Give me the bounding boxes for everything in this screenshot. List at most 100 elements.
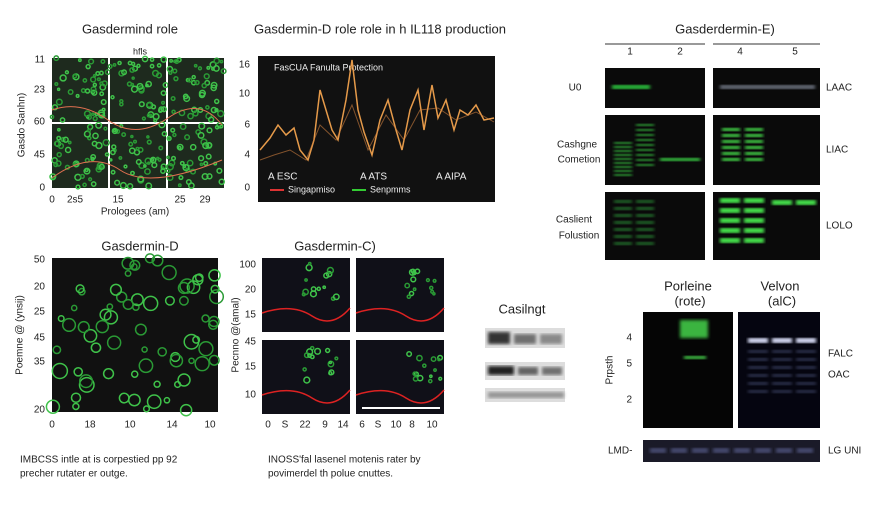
cell <box>197 131 205 139</box>
cell <box>146 139 152 145</box>
cell <box>45 399 61 414</box>
band <box>636 214 654 217</box>
cell <box>307 353 313 358</box>
band <box>744 218 764 223</box>
cell <box>206 127 213 134</box>
band <box>772 390 792 393</box>
cell <box>111 127 119 135</box>
cell <box>61 317 77 333</box>
tick-label: 45 <box>245 337 257 348</box>
tick-label: Folustion <box>559 231 600 242</box>
header: (alC) <box>768 293 796 308</box>
tick-label: 11 <box>35 55 46 66</box>
tick-label: 10 <box>204 420 216 431</box>
cell <box>49 173 57 181</box>
cell <box>135 158 142 166</box>
cell <box>207 319 219 330</box>
caption: precher rutater er outge. <box>20 469 128 480</box>
band <box>745 152 763 155</box>
cell <box>437 357 441 362</box>
cell <box>160 100 166 105</box>
band <box>614 214 632 217</box>
band <box>720 85 815 89</box>
band <box>488 366 514 375</box>
cell <box>187 77 193 83</box>
band <box>542 367 562 375</box>
cell <box>412 375 419 382</box>
cell <box>208 315 220 328</box>
cell <box>322 285 327 290</box>
band <box>744 198 764 203</box>
band <box>612 85 650 89</box>
tick-label: 15 <box>245 310 257 321</box>
band <box>744 228 764 233</box>
cell <box>78 376 95 393</box>
cell <box>406 294 412 300</box>
cell <box>96 77 101 82</box>
cell <box>201 314 210 323</box>
cell <box>214 124 220 130</box>
cell <box>189 143 197 151</box>
cell <box>197 155 205 162</box>
tick-label: 14 <box>166 420 178 431</box>
cell <box>89 76 97 83</box>
cell <box>70 304 78 312</box>
tick-label: 2s5 <box>67 195 84 206</box>
cell <box>214 107 219 113</box>
cell <box>169 58 174 63</box>
cell <box>428 374 433 379</box>
cell <box>217 110 225 118</box>
cell <box>83 328 98 343</box>
cell <box>67 89 74 96</box>
cell <box>142 405 151 413</box>
cell <box>91 89 98 96</box>
cell <box>201 172 209 181</box>
cell <box>136 63 141 68</box>
cell <box>135 146 140 151</box>
cell <box>144 253 156 264</box>
row-label: LG UNI <box>828 446 861 457</box>
tick-label: S <box>375 420 382 431</box>
band <box>614 162 632 164</box>
cell <box>212 64 220 72</box>
cell <box>198 91 206 99</box>
cell <box>146 135 150 139</box>
cell <box>67 140 72 145</box>
cell <box>408 268 416 276</box>
cell <box>124 269 132 277</box>
cell <box>219 124 224 129</box>
tick-label: 25 <box>174 195 186 206</box>
cell <box>141 55 149 63</box>
tick-label: 18 <box>84 420 96 431</box>
cell <box>90 112 95 117</box>
trace <box>51 159 223 179</box>
y-label: Prpsth <box>605 356 616 385</box>
cell <box>151 69 160 77</box>
tick-label: 14 <box>337 420 349 431</box>
cell <box>95 121 103 129</box>
tick-label: 23 <box>34 85 46 96</box>
band <box>614 235 632 238</box>
cell <box>183 95 191 103</box>
cell <box>143 164 147 168</box>
cell <box>204 79 211 86</box>
cell <box>192 110 199 117</box>
cell <box>79 173 85 180</box>
cell <box>199 162 204 167</box>
cell <box>130 370 139 378</box>
cell <box>430 289 435 294</box>
cell <box>208 354 220 366</box>
tick-label: 0 <box>49 195 55 206</box>
cell <box>303 376 311 384</box>
cell <box>208 269 221 282</box>
cell <box>157 346 168 357</box>
band <box>745 128 763 131</box>
tick-label: 4 <box>737 47 743 58</box>
band <box>745 134 763 137</box>
band <box>796 338 816 343</box>
cell <box>137 175 145 183</box>
annotation: A ESC <box>268 172 297 183</box>
caption: INOSS'fal lasenel motenis rater by <box>268 455 421 466</box>
band <box>614 228 632 231</box>
